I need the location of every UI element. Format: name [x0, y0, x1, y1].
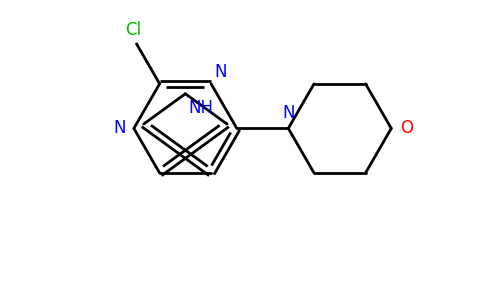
Text: Cl: Cl: [125, 20, 141, 38]
Text: NH: NH: [189, 99, 213, 117]
Text: N: N: [282, 104, 295, 122]
Text: O: O: [401, 119, 413, 137]
Text: N: N: [113, 119, 126, 137]
Text: N: N: [214, 62, 227, 80]
